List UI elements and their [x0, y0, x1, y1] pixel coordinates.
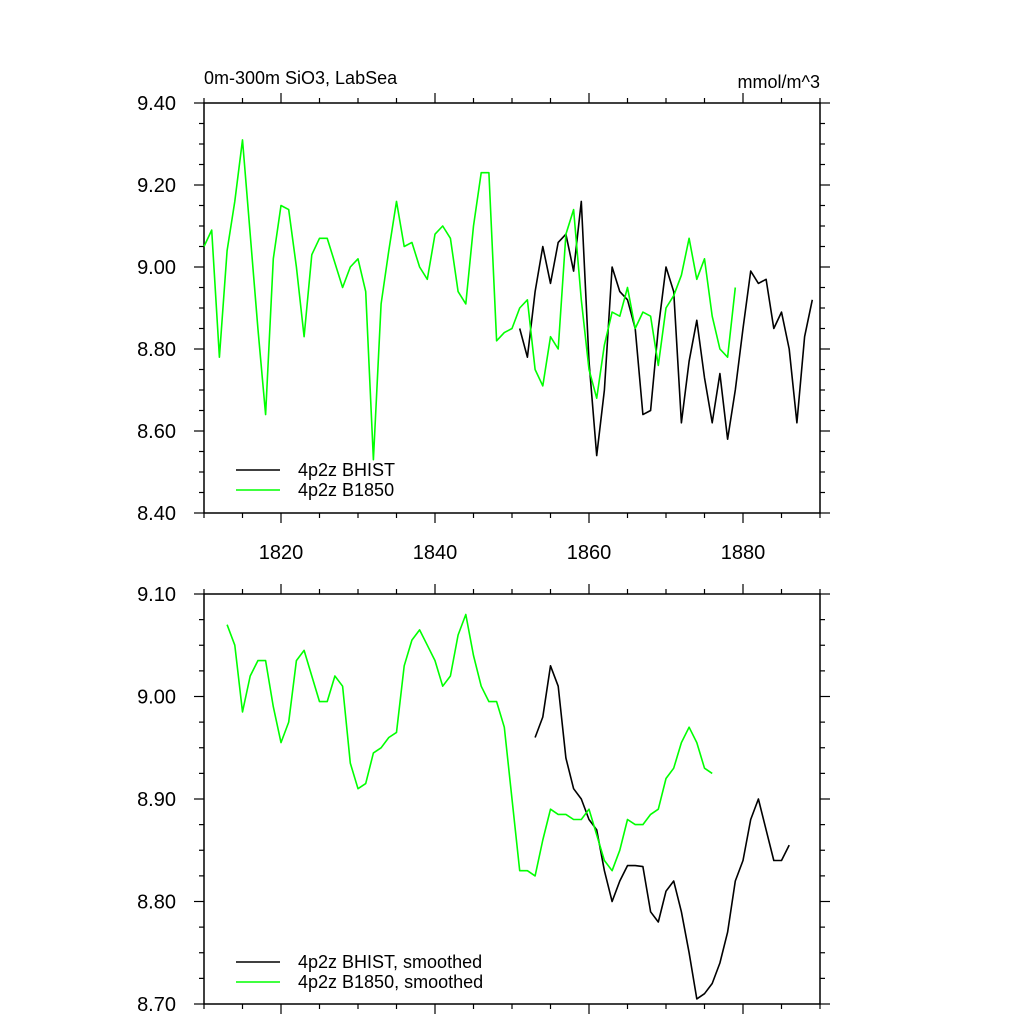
- legend-label-b1850-smoothed: 4p2z B1850, smoothed: [298, 972, 483, 992]
- y-tick-label: 8.80: [137, 339, 176, 361]
- top-panel: 0m-300m SiO3, LabSea mmol/m^3 1820 1840 18…: [137, 68, 830, 564]
- y-tick-label: 9.00: [137, 257, 176, 279]
- legend-label-b1850: 4p2z B1850: [298, 480, 394, 500]
- y-tick-label: 8.90: [137, 789, 176, 811]
- x-tick-label: 1820: [259, 542, 304, 564]
- y-tick-label: 8.40: [137, 503, 176, 525]
- series-line-4p2z-b1850: [203, 139, 737, 461]
- x-tick-label: 1840: [413, 542, 458, 564]
- y-tick-label: 8.70: [137, 994, 176, 1016]
- y-tick-label: 9.20: [137, 175, 176, 197]
- legend-label-bhist-smoothed: 4p2z BHIST, smoothed: [298, 952, 482, 972]
- legend: 4p2z BHIST, smoothed 4p2z B1850, smoothe…: [236, 952, 483, 992]
- y-tick-label: 8.80: [137, 892, 176, 914]
- series-group: [226, 613, 790, 1000]
- x-tick-label: 1860: [567, 542, 612, 564]
- legend: 4p2z BHIST 4p2z B1850: [236, 460, 395, 500]
- chart-title: 0m-300m SiO3, LabSea: [204, 68, 398, 88]
- plot-frame: [203, 102, 821, 514]
- x-tick-label: 1880: [721, 542, 766, 564]
- axis-ticks: 8.70 8.80 8.90 9.00 9.10: [137, 584, 830, 1016]
- y-tick-label: 9.00: [137, 687, 176, 709]
- axis-ticks: 1820 1840 1860 1880 8.40 8.60 8.80 9.00 9.20 9.40: [137, 93, 830, 564]
- series-line-4p2z-bhist-smoothed: [534, 664, 790, 1000]
- series-group: [203, 139, 814, 461]
- y-tick-label: 9.10: [137, 584, 176, 606]
- legend-label-bhist: 4p2z BHIST: [298, 460, 395, 480]
- series-line-4p2z-b1850-smoothed: [226, 613, 713, 877]
- series-line-4p2z-bhist: [518, 200, 814, 457]
- bottom-panel: 8.70 8.80 8.90 9.00 9.10 4p2z BHIST, smoothe…: [137, 584, 830, 1016]
- y-tick-label: 8.60: [137, 421, 176, 443]
- y-tick-label: 9.40: [137, 93, 176, 115]
- units-label: mmol/m^3: [738, 72, 820, 92]
